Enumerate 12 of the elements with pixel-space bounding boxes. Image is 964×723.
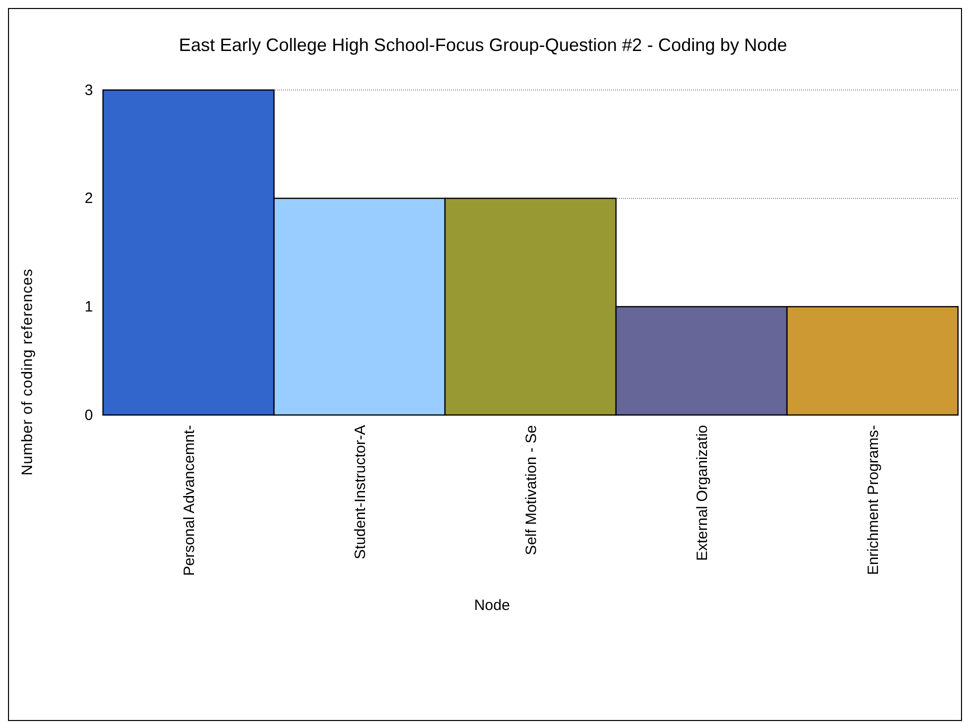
y-tick-label: 0 — [84, 406, 93, 424]
x-tick-label: Personal Advancemnt- — [180, 425, 198, 576]
y-tick-label: 3 — [84, 82, 93, 99]
y-tick-label: 1 — [84, 298, 93, 316]
y-axis-title: Number of coding references — [19, 268, 36, 476]
x-tick-label: Student-Instructor-A — [352, 425, 369, 560]
chart-title: East Early College High School-Focus Group-Question #2 - Coding by Node — [178, 35, 788, 55]
x-tick-label: External Organizatio — [694, 425, 711, 561]
x-tick-label: Enrichment Programs- — [864, 425, 882, 576]
y-tick-label: 2 — [84, 190, 93, 208]
x-tick-label: Self Motivation - Se — [522, 425, 540, 556]
x-axis-title: Node — [474, 597, 510, 614]
